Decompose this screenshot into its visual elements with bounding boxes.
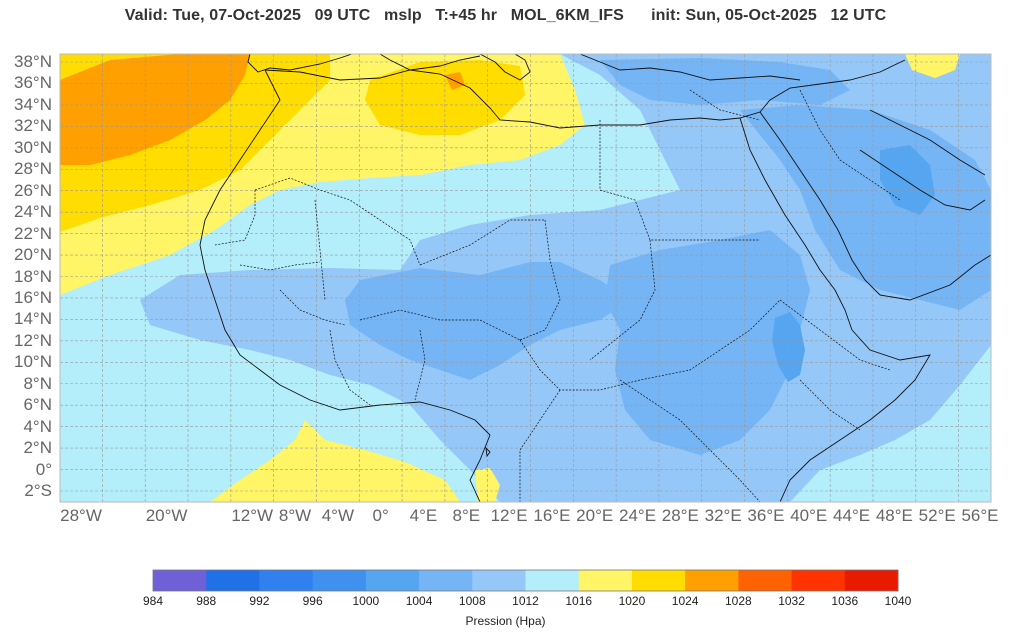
lon-label: 12°W xyxy=(231,506,274,525)
colorbar-swatch xyxy=(365,570,420,591)
lon-label: 20°E xyxy=(576,506,614,525)
lon-label: 36°E xyxy=(747,506,785,525)
colorbar-swatch xyxy=(685,570,739,591)
colorbar-frame xyxy=(152,569,899,592)
lon-label: 4°W xyxy=(321,506,354,525)
lat-label: 6°N xyxy=(23,395,52,415)
colorbar-tick-label: 1020 xyxy=(618,594,646,608)
colorbar-tick-label: 1028 xyxy=(724,594,752,608)
lon-label: 4°E xyxy=(409,506,438,525)
colorbar-tick-label: 1016 xyxy=(565,594,593,608)
map-frame xyxy=(59,53,992,503)
map-title: Valid: Tue, 07-Oct-2025 09 UTC mslp T:+4… xyxy=(124,7,887,24)
lon-label: 56°E xyxy=(961,506,999,525)
colorbar-swatch xyxy=(153,570,207,591)
colorbar-tick-label: 1032 xyxy=(778,594,805,608)
lon-label: 52°E xyxy=(918,506,956,525)
lat-label: 10°N xyxy=(14,352,52,372)
country-borders xyxy=(214,89,901,502)
lon-label: 8°E xyxy=(452,506,481,525)
field-1020-1024-tunisia xyxy=(365,60,525,135)
colorbar-swatch xyxy=(259,570,314,591)
pressure-fields xyxy=(60,54,991,502)
field-1004-1008-sudan xyxy=(605,230,810,455)
lat-label: 32°N xyxy=(14,116,52,136)
colorbar-tick-label: 1000 xyxy=(352,594,380,608)
colorbar-tick-label: 988 xyxy=(196,594,217,608)
colorbar-tick-label: 1012 xyxy=(512,594,539,608)
colorbar xyxy=(153,570,899,591)
lon-label: 12°E xyxy=(490,506,528,525)
lon-label: 16°E xyxy=(533,506,571,525)
lon-label: 28°W xyxy=(60,506,102,525)
field-1024-1028-azores xyxy=(60,54,250,165)
colorbar-tick-label: 1024 xyxy=(671,594,699,608)
graticule xyxy=(60,54,991,502)
colorbar-swatch xyxy=(631,570,686,591)
lon-label: 24°E xyxy=(618,506,657,525)
lon-label: 20°W xyxy=(145,506,188,525)
colorbar-tick-label: 1004 xyxy=(405,594,433,608)
lat-label: 26°N xyxy=(14,180,52,200)
colorbar-swatch xyxy=(419,570,473,591)
lat-label: 2°N xyxy=(23,438,52,458)
lat-label: 18°N xyxy=(14,266,52,286)
lat-label: 24°N xyxy=(14,202,52,222)
lat-label: 30°N xyxy=(14,137,52,157)
lon-label: 40°E xyxy=(790,506,828,525)
colorbar-tick-label: 1040 xyxy=(884,594,912,608)
colorbar-swatch xyxy=(525,570,580,591)
lat-label: 28°N xyxy=(14,159,52,179)
colorbar-tick-label: 1036 xyxy=(831,594,859,608)
field-1000-1004-arabia xyxy=(880,145,935,215)
lon-label: 8°W xyxy=(278,506,312,525)
lon-label: 28°E xyxy=(661,506,699,525)
lon-label: 44°E xyxy=(833,506,871,525)
lat-label: 16°N xyxy=(14,287,52,307)
lon-label: 0° xyxy=(372,506,389,525)
colorbar-swatch xyxy=(312,570,367,591)
lat-label: 22°N xyxy=(14,223,52,243)
lat-label: 36°N xyxy=(14,73,52,93)
lat-label: 38°N xyxy=(14,52,52,71)
lat-label: 20°N xyxy=(14,245,52,265)
lat-label: 12°N xyxy=(14,330,52,350)
colorbar-tick-label: 1008 xyxy=(458,594,486,608)
colorbar-swatch xyxy=(791,570,846,591)
colorbar-tick-label: 984 xyxy=(142,594,164,608)
colorbar-swatch xyxy=(472,570,526,591)
lon-label: 32°E xyxy=(704,506,742,525)
lat-label: 0° xyxy=(35,459,52,479)
colorbar-swatch xyxy=(844,570,899,591)
colorbar-tick-label: 996 xyxy=(302,594,323,608)
coastlines xyxy=(199,54,991,502)
colorbar-tick-label: 992 xyxy=(249,594,270,608)
field-1004-1008-arabia xyxy=(740,105,991,310)
field-1016-1020-south xyxy=(210,420,460,502)
lat-label: 14°N xyxy=(14,309,52,329)
colorbar-title: Pression (Hpa) xyxy=(465,614,546,628)
colorbar-swatch xyxy=(206,570,260,591)
colorbar-swatch xyxy=(578,570,633,591)
lat-label: 2°S xyxy=(24,481,52,500)
field-1000-1004-ethiopia xyxy=(772,312,805,382)
field-1016-1020-ne xyxy=(905,54,960,78)
colorbar-swatch xyxy=(738,570,793,591)
lat-label: 34°N xyxy=(14,94,52,114)
lat-label: 4°N xyxy=(23,416,52,436)
lat-label: 8°N xyxy=(23,373,52,393)
lon-label: 48°E xyxy=(875,506,913,525)
